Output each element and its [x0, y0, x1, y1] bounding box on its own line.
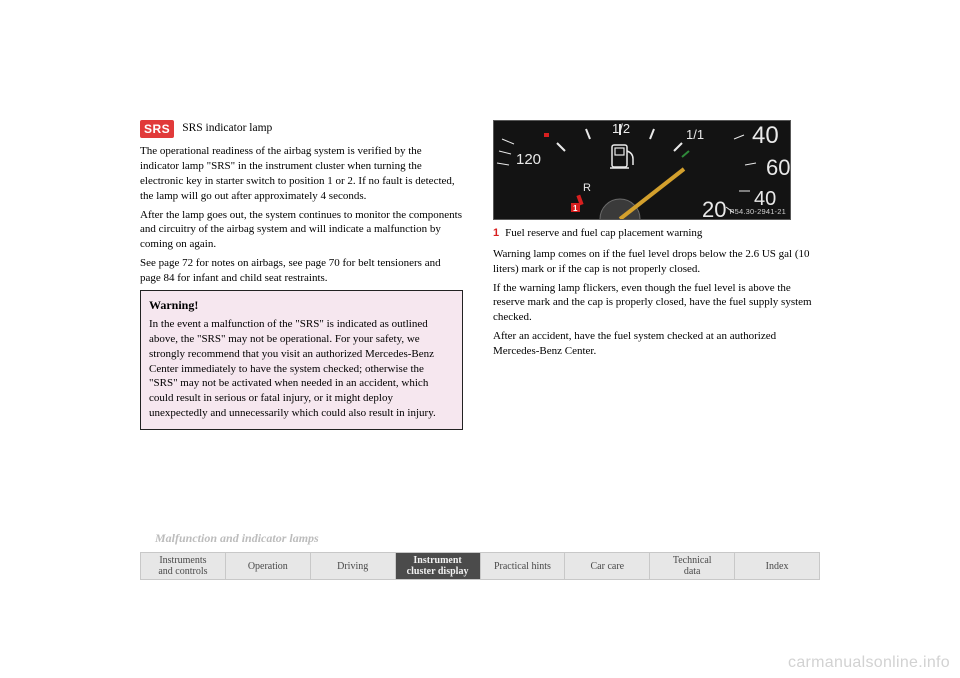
gauge-part-code: P54.30-2941-21	[729, 207, 786, 217]
left-paragraph-1: The operational readiness of the airbag …	[140, 144, 463, 203]
gauge-marker-num: 1	[573, 204, 578, 213]
gauge-label-20: 20	[702, 197, 726, 220]
fuel-gauge-image: 120 1/2	[493, 120, 791, 220]
right-column: 120 1/2	[493, 120, 816, 430]
srs-heading-text: SRS indicator lamp	[182, 121, 272, 137]
right-paragraph-1: Warning lamp comes on if the fuel level …	[493, 247, 816, 277]
nav-instrument-cluster[interactable]: Instrumentcluster display	[395, 552, 480, 580]
caption-number: 1	[493, 226, 499, 241]
caption-text: Fuel reserve and fuel cap placement warn…	[505, 226, 702, 241]
gauge-label-40t: 40	[752, 122, 779, 149]
gauge-label-r: R	[583, 182, 591, 194]
gauge-red-tick	[544, 133, 549, 137]
fuel-pump-icon	[610, 145, 633, 168]
gauge-label-half: 1/2	[612, 121, 630, 136]
nav-operation[interactable]: Operation	[225, 552, 310, 580]
warning-body: In the event a malfunction of the "SRS" …	[149, 317, 454, 421]
content-columns: SRS SRS indicator lamp The operational r…	[140, 120, 820, 430]
footer-section-label: Malfunction and indicator lamps	[155, 531, 319, 546]
gauge-label-60: 60	[766, 155, 790, 180]
nav-instruments[interactable]: Instrumentsand controls	[140, 552, 225, 580]
srs-heading-line: SRS SRS indicator lamp	[140, 120, 463, 138]
watermark: carmanualsonline.info	[788, 654, 950, 672]
gauge-caption: 1 Fuel reserve and fuel cap placement wa…	[493, 226, 816, 241]
page-container: SRS SRS indicator lamp The operational r…	[140, 120, 820, 580]
footer-nav: Instrumentsand controls Operation Drivin…	[140, 552, 820, 580]
nav-technical-data[interactable]: Technicaldata	[649, 552, 734, 580]
gauge-needle	[620, 169, 684, 219]
gauge-label-120: 120	[516, 151, 541, 168]
nav-car-care[interactable]: Car care	[564, 552, 649, 580]
right-paragraph-2: If the warning lamp flickers, even thoug…	[493, 281, 816, 326]
srs-badge-icon: SRS	[140, 120, 174, 138]
left-column: SRS SRS indicator lamp The operational r…	[140, 120, 463, 430]
gauge-green-tick	[682, 151, 689, 157]
nav-practical-hints[interactable]: Practical hints	[480, 552, 565, 580]
nav-driving[interactable]: Driving	[310, 552, 395, 580]
gauge-label-full: 1/1	[686, 127, 704, 142]
right-paragraph-3: After an accident, have the fuel system …	[493, 329, 816, 359]
warning-box: Warning! In the event a malfunction of t…	[140, 290, 463, 430]
fuel-gauge-svg: 120 1/2	[494, 121, 791, 220]
nav-index[interactable]: Index	[734, 552, 820, 580]
warning-title: Warning!	[149, 297, 454, 313]
left-paragraph-3: See page 72 for notes on airbags, see pa…	[140, 256, 463, 286]
left-paragraph-2: After the lamp goes out, the system cont…	[140, 208, 463, 253]
